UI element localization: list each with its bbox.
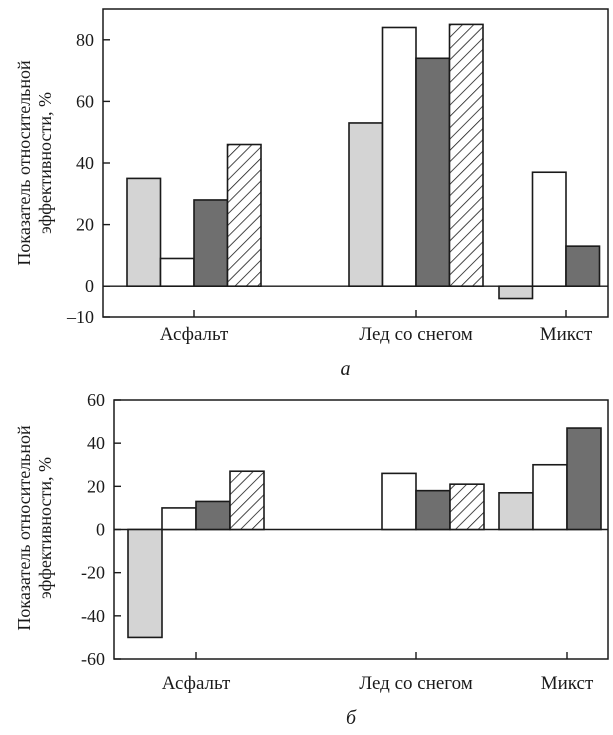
bar-Микст-dark-gray: [566, 427, 602, 531]
bar-Лед со снегом-hatched: [448, 23, 484, 287]
y-tick-label: 0: [85, 276, 94, 296]
y-tick-label: 60: [76, 91, 94, 111]
x-category-label: Асфальт: [160, 324, 229, 345]
bar-Микст-white: [532, 463, 568, 531]
y-tick-label: –10: [66, 307, 94, 327]
y-tick-label: 20: [76, 215, 94, 235]
y-axis-title-line: эффективности, %: [35, 92, 55, 234]
bar-Микст-white: [531, 171, 567, 288]
y-tick-label: 0: [96, 520, 105, 540]
bar-Лед со снегом-white: [381, 472, 417, 531]
bar-Асфальт-dark-gray: [195, 500, 231, 531]
bar-Микст-light-gray: [498, 285, 534, 300]
bar-Асфальт-dark-gray: [193, 199, 229, 288]
bar-Лед со снегом-white: [381, 26, 417, 288]
bar-Лед со снегом-dark-gray: [415, 57, 451, 287]
x-category-label: Микст: [540, 324, 593, 345]
y-axis-title-line: Показатель относительной: [14, 425, 34, 631]
bar-Асфальт-light-gray: [126, 177, 162, 287]
y-tick-label: -40: [81, 606, 105, 626]
y-axis-title: Показатель относительнойэффективности, %: [14, 425, 55, 631]
y-tick-label: 80: [76, 30, 94, 50]
x-category-label: Микст: [541, 673, 594, 694]
y-axis-title-line: эффективности, %: [35, 457, 55, 599]
chart-panel-1: 80 60 40 20 0 –10 Асфальт Лед со снегом Микст Пок…: [14, 8, 609, 380]
bar-Асфальт-white: [161, 507, 197, 531]
y-tick-label: 40: [87, 433, 105, 453]
panel-label: а: [341, 358, 351, 380]
bar-Асфальт-hatched: [226, 143, 262, 287]
bar-Асфальт-light-gray: [127, 528, 163, 639]
y-tick-label: -60: [81, 649, 105, 669]
x-category-label: Лед со снегом: [359, 673, 473, 694]
x-category-label: Асфальт: [162, 673, 231, 694]
y-tick-label: 20: [87, 476, 105, 496]
bar-Микст-dark-gray: [565, 245, 601, 288]
y-tick-label: 60: [87, 390, 105, 410]
bar-Асфальт-hatched: [229, 470, 265, 531]
y-tick-label: 40: [76, 153, 94, 173]
y-axis-title: Показатель относительнойэффективности, %: [14, 60, 55, 266]
chart-panel-2: 60 40 20 0 -20 -40 -60 Асфальт Лед со снегом Микс…: [14, 390, 609, 729]
bar-Лед со снегом-dark-gray: [415, 489, 451, 531]
bar-Микст-light-gray: [498, 492, 534, 531]
y-tick-label: -20: [81, 563, 105, 583]
bar-Лед со снегом-light-gray: [348, 122, 384, 288]
y-axis-title-line: Показатель относительной: [14, 60, 34, 266]
panel-label: б: [346, 707, 357, 729]
bar-Лед со снегом-hatched: [449, 483, 485, 531]
x-category-label: Лед со снегом: [359, 324, 473, 345]
bar-Асфальт-white: [159, 257, 195, 288]
